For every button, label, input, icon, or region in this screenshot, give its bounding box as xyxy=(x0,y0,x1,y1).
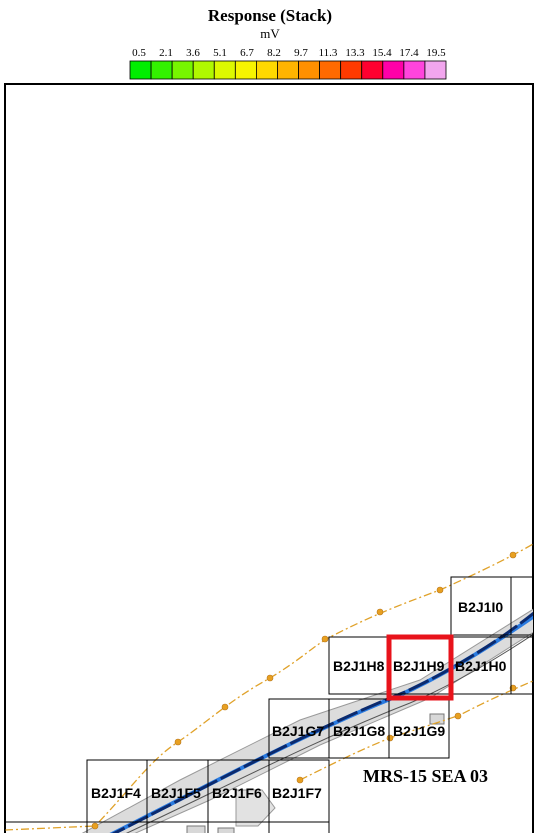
color-scale-tick-label: 0.5 xyxy=(132,47,146,59)
survey-corridor xyxy=(81,608,533,833)
color-scale-tick-label: 8.2 xyxy=(267,47,281,59)
cell-label-b2j1h9: B2J1H9 xyxy=(393,658,445,674)
cell-label-b2j1g7: B2J1G7 xyxy=(272,723,324,739)
corridor-block xyxy=(429,713,445,725)
color-scale-tick-label: 3.6 xyxy=(186,47,200,59)
survey-label: MRS-15 SEA 03 xyxy=(363,766,488,786)
color-scale-tick-label: 19.5 xyxy=(426,47,446,59)
highlighted-cell-outline[interactable] xyxy=(386,634,454,701)
corridor-block xyxy=(235,789,276,827)
color-scale-tick-label: 9.7 xyxy=(294,47,308,59)
color-scale-tick-label: 5.1 xyxy=(213,47,227,59)
legend-title: Response (Stack) xyxy=(207,6,333,25)
cell-label-b2j1g9: B2J1G9 xyxy=(393,723,445,739)
color-scale-tick-label: 15.4 xyxy=(372,47,392,59)
grid-cell-edge xyxy=(510,576,533,636)
cell-label-b2j1h0: B2J1H0 xyxy=(455,658,507,674)
color-scale-tick-label: 17.4 xyxy=(399,47,419,59)
color-scale-tick-label: 2.1 xyxy=(159,47,173,59)
color-scale-swatch xyxy=(424,60,447,80)
color-scale-tick-label: 11.3 xyxy=(319,47,338,59)
boundary-markers xyxy=(91,551,517,830)
boundary-line-upper xyxy=(5,543,533,831)
cell-label-b2j1f7: B2J1F7 xyxy=(272,785,322,801)
cell-label-b2j1h8: B2J1H8 xyxy=(333,658,385,674)
color-scale-tick-label: 6.7 xyxy=(240,47,254,59)
grid-cell-edge xyxy=(510,636,533,695)
cell-label-b2j1g8: B2J1G8 xyxy=(333,723,385,739)
cell-label-b2j1f6: B2J1F6 xyxy=(212,785,262,801)
cell-label-b2j1f4: B2J1F4 xyxy=(91,785,141,801)
corridor-block xyxy=(186,825,206,833)
grid-cell-edge xyxy=(268,821,330,833)
corridor-block xyxy=(217,827,235,833)
cell-label-b2j1f5: B2J1F5 xyxy=(151,785,201,801)
legend-unit: mV xyxy=(260,26,280,41)
survey-track-thin xyxy=(125,634,533,833)
color-scale-tick-label: 13.3 xyxy=(345,47,365,59)
cell-label-b2j1i0: B2J1I0 xyxy=(458,599,503,615)
survey-track-dark xyxy=(111,611,533,833)
boundary-line-lower xyxy=(299,680,533,781)
color-scale-bar: 0.5 2.1 3.6 5.1 6.7 8.2 9.7 11.3 13.3 15.4 17.4 19.… xyxy=(129,47,447,80)
